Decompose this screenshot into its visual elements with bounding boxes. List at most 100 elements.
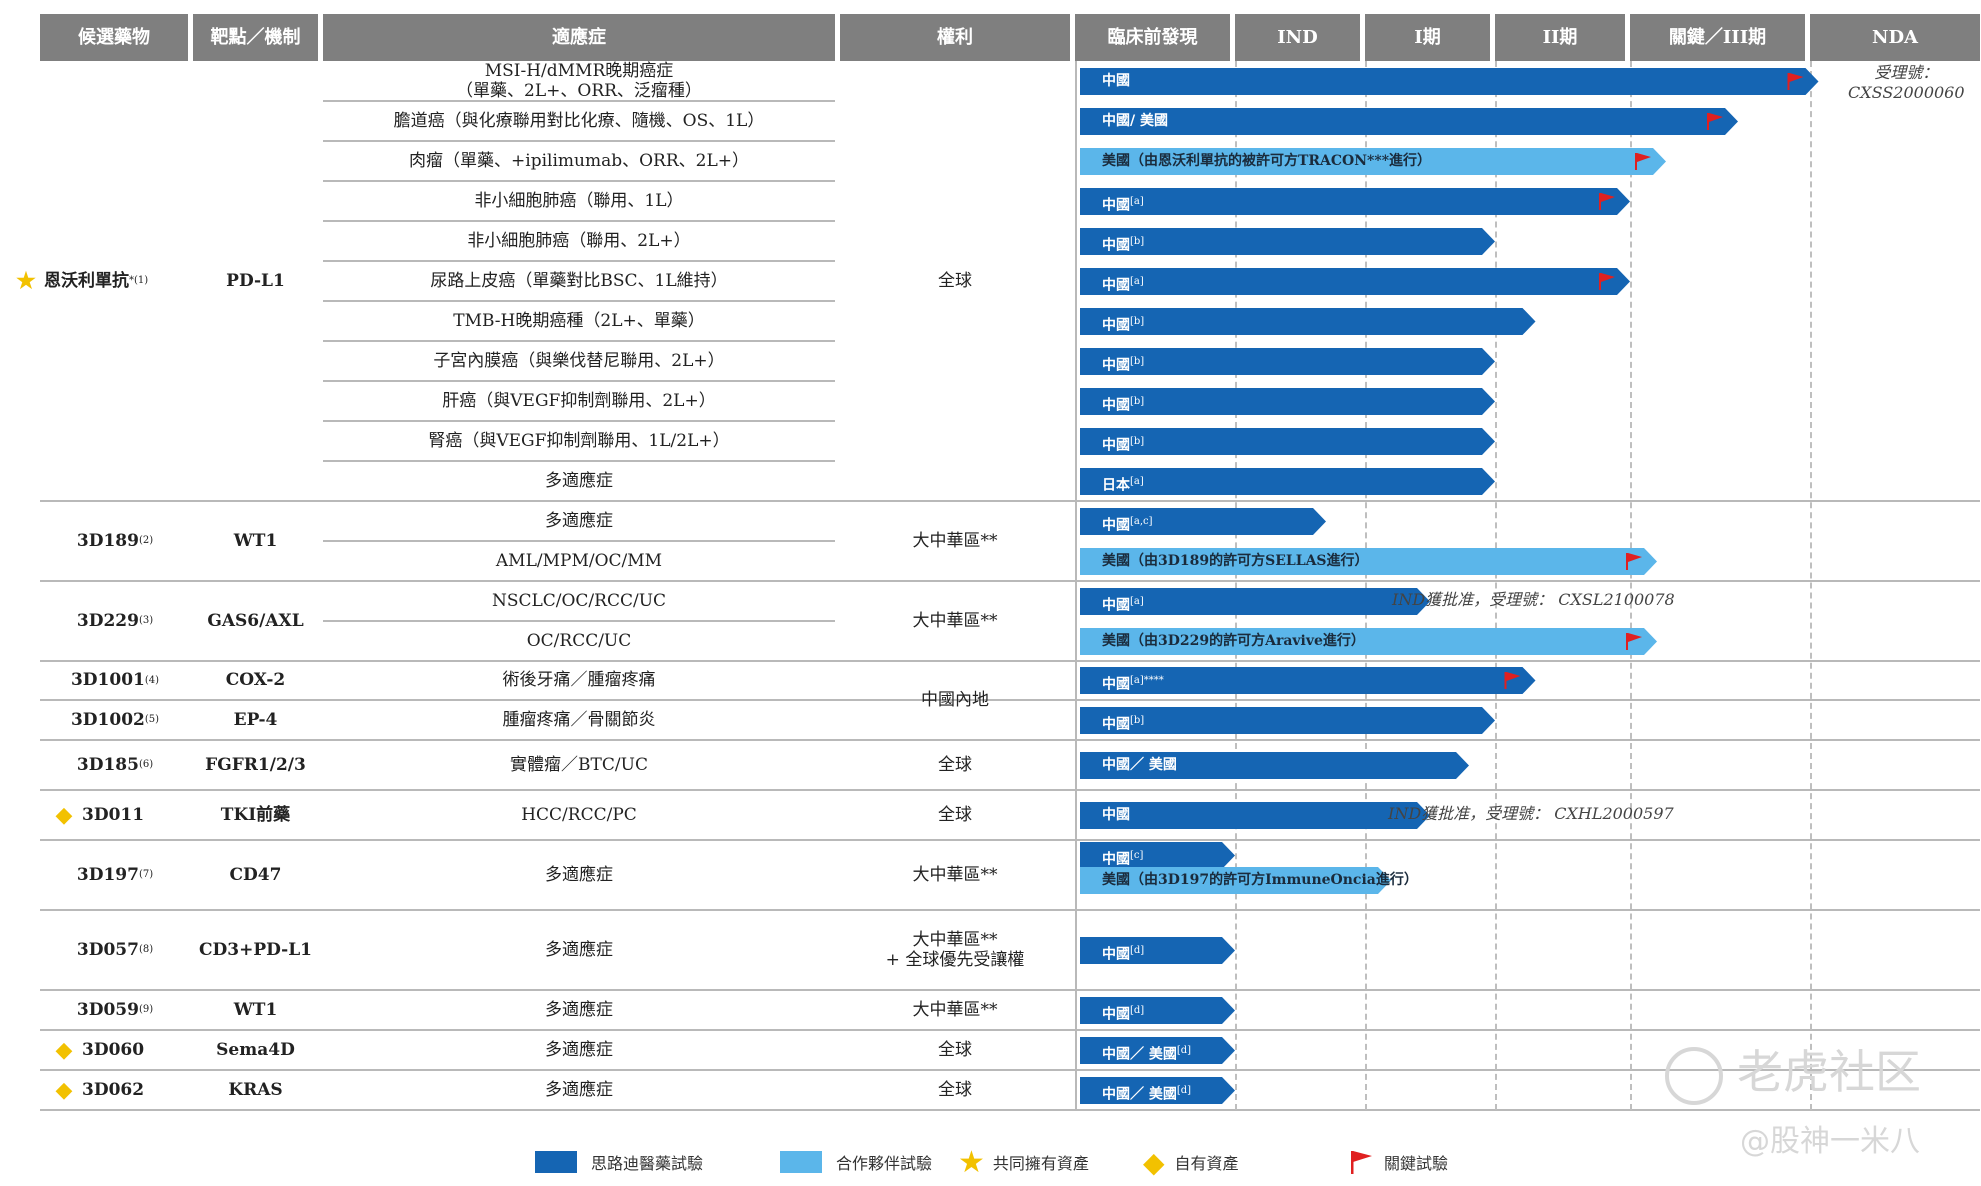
legend-swatch-in-house — [535, 1151, 577, 1173]
legend-label-in-house: 思路迪醫藥試驗 — [591, 1154, 704, 1173]
indication: 子宮內膜癌（與樂伐替尼聯用、2L+） — [433, 350, 725, 371]
bar-label: 中國[a]**** — [1102, 675, 1164, 693]
rights: 全球 — [938, 754, 972, 775]
bar-label: 中國[c] — [1102, 849, 1144, 868]
diamond-icon: ◆ — [55, 801, 73, 828]
group-separator — [40, 739, 1980, 741]
bar-label: 中國[b] — [1102, 355, 1145, 374]
pipeline-bar: 中國[b] — [1080, 706, 1495, 734]
bar-shape — [1080, 667, 1536, 694]
indication: 多適應症 — [545, 510, 613, 531]
legend-partner: 合作夥伴試驗 — [780, 1148, 932, 1176]
col-header-pivotal: 關鍵／III期 — [1630, 14, 1805, 61]
candidate-name: 3D057 (8) — [76, 939, 154, 960]
bar-shape — [1080, 936, 1235, 964]
indication: 多適應症 — [545, 864, 613, 885]
stage-divider — [1365, 61, 1367, 1110]
col-header-rights: 權利 — [840, 14, 1070, 61]
pipeline-bar: 中國[b] — [1080, 227, 1495, 255]
col-header-ind: IND — [1235, 14, 1360, 61]
indication: 肝癌（與VEGF抑制劑聯用、2L+） — [442, 390, 716, 411]
row-separator — [323, 180, 835, 182]
candidate-name: ◆ 3D060 — [52, 1030, 202, 1070]
bar-shape — [1080, 387, 1495, 415]
candidate-name: 3D1002 (5) — [70, 709, 160, 730]
pipeline-bar: 中國／ 美國[d] — [1080, 1076, 1235, 1104]
target-mechanism: EP-4 — [233, 709, 278, 730]
pipeline-bar: 中國[b] — [1080, 427, 1495, 455]
bar-label: 中國[b] — [1102, 714, 1145, 733]
target-mechanism: CD47 — [229, 864, 282, 885]
rights: 全球 — [938, 270, 972, 291]
col-header-indication: 適應症 — [323, 14, 835, 61]
indication: NSCLC/OC/RCC/UC — [491, 590, 667, 611]
pipeline-bar: 中國[a] — [1080, 267, 1630, 295]
stage-divider — [1235, 61, 1237, 1110]
bar-label: 中國／ 美國 — [1102, 756, 1177, 773]
target-mechanism: TKI前藥 — [220, 804, 291, 825]
watermark-handle: @股神一米八 — [1740, 1124, 1920, 1159]
row-separator — [323, 420, 835, 422]
legend-co-owned: ★ 共同擁有資產 — [958, 1145, 1089, 1180]
rights: 全球 — [938, 1039, 972, 1060]
pipeline-bar: 日本[a] — [1080, 467, 1495, 495]
pipeline-bar: 中國[c] — [1080, 841, 1235, 869]
pipeline-bar: 中國[b] — [1080, 387, 1495, 415]
row-separator — [323, 380, 835, 382]
indication: 多適應症 — [545, 939, 613, 960]
target-mechanism: GAS6/AXL — [207, 610, 304, 631]
target-mechanism: COX-2 — [225, 670, 286, 691]
pipeline-bar: 中國[a] — [1080, 187, 1630, 215]
rights: 大中華區** — [912, 610, 998, 631]
bar-shape — [1080, 187, 1630, 215]
indication: 實體瘤／BTC/UC — [510, 754, 648, 775]
bar-shape — [1080, 587, 1430, 615]
bar-shape — [1080, 841, 1235, 869]
bar-label: 中國[b] — [1102, 395, 1145, 414]
rights: 大中華區** — [912, 864, 998, 885]
status-note: 受理號： CXSS2000060 — [1848, 63, 1965, 102]
bar-shape — [1080, 307, 1536, 335]
flag-icon — [1351, 1151, 1372, 1174]
table-header: 候選藥物 靶點／機制 適應症 權利 臨床前發現 IND I期 II期 關鍵／II… — [40, 14, 1980, 61]
bar-shape — [1080, 427, 1495, 455]
group-separator — [40, 699, 1980, 701]
bar-shape — [1080, 347, 1495, 375]
pipeline-bar: 中國[b] — [1080, 307, 1536, 335]
col-header-candidate: 候選藥物 — [40, 14, 188, 61]
status-note: IND獲批准，受理號： CXSL2100078 — [1392, 590, 1675, 609]
pipeline-bar: 美國（由3D229的許可方Aravive進行） — [1080, 627, 1657, 655]
pipeline-bar: 中國[a]**** — [1080, 667, 1536, 694]
stage-divider — [1075, 61, 1077, 1110]
candidate-name: 3D185 (6) — [76, 754, 154, 775]
bar-shape — [1080, 1036, 1235, 1064]
bar-label: 中國[b] — [1102, 315, 1145, 334]
diamond-icon: ◆ — [55, 1036, 73, 1063]
rights: 全球 — [938, 804, 972, 825]
legend-in-house: 思路迪醫藥試驗 — [535, 1148, 703, 1176]
col-header-preclinical: 臨床前發現 — [1075, 14, 1230, 61]
bar-shape — [1080, 107, 1738, 135]
target-mechanism: Sema4D — [216, 1039, 295, 1060]
indication: 多適應症 — [545, 1079, 613, 1100]
indication: 肉瘤（單藥、+ipilimumab、ORR、2L+） — [409, 150, 749, 171]
indication: TMB-H晚期癌種（2L+、單藥） — [453, 310, 705, 331]
bar-label: 中國[d] — [1102, 944, 1145, 963]
target-mechanism: FGFR1/2/3 — [205, 754, 306, 775]
bar-shape — [1080, 467, 1495, 495]
group-separator — [40, 1029, 1980, 1031]
legend-swatch-partner — [780, 1151, 822, 1173]
diamond-icon: ◆ — [1143, 1145, 1165, 1179]
candidate-name: ◆ 3D011 — [52, 790, 202, 840]
stage-divider — [1630, 61, 1632, 1110]
pipeline-bar: 中國／ 美國[d] — [1080, 1036, 1235, 1064]
rights: 中國內地 — [921, 690, 989, 711]
row-separator — [323, 540, 835, 542]
pipeline-bar: 中國[a,c] — [1080, 507, 1326, 535]
bar-shape — [1080, 547, 1657, 575]
indication: 術後牙痛／腫瘤疼痛 — [502, 670, 656, 691]
group-separator — [40, 500, 1980, 502]
bar-label: 中國／ 美國[d] — [1102, 1084, 1192, 1103]
legend-label-partner: 合作夥伴試驗 — [836, 1154, 933, 1173]
target-mechanism: KRAS — [228, 1079, 283, 1100]
